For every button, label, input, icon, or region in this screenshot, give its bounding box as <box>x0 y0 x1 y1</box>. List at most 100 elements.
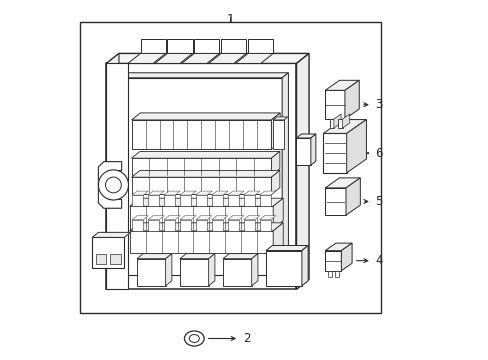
Polygon shape <box>273 117 287 120</box>
Polygon shape <box>211 191 227 195</box>
Polygon shape <box>328 271 331 277</box>
Polygon shape <box>132 220 143 231</box>
Polygon shape <box>106 53 119 289</box>
Circle shape <box>105 177 121 193</box>
Polygon shape <box>148 191 164 195</box>
Polygon shape <box>323 120 366 134</box>
Polygon shape <box>196 195 206 206</box>
Polygon shape <box>243 191 259 195</box>
Polygon shape <box>301 246 307 286</box>
Polygon shape <box>137 254 171 259</box>
Polygon shape <box>106 63 296 289</box>
Text: 6: 6 <box>375 147 382 159</box>
Circle shape <box>98 170 128 200</box>
Polygon shape <box>333 114 340 128</box>
Polygon shape <box>163 195 175 206</box>
Text: 3: 3 <box>375 98 382 111</box>
Text: 1: 1 <box>226 13 234 26</box>
Polygon shape <box>265 246 307 251</box>
Polygon shape <box>221 39 246 53</box>
Polygon shape <box>211 216 227 220</box>
Polygon shape <box>235 53 273 63</box>
Polygon shape <box>243 195 254 206</box>
Text: 2: 2 <box>242 332 250 345</box>
Polygon shape <box>132 195 143 206</box>
Polygon shape <box>227 220 239 231</box>
Polygon shape <box>163 216 180 220</box>
Polygon shape <box>271 152 279 175</box>
Polygon shape <box>106 53 308 63</box>
Polygon shape <box>121 73 288 78</box>
Polygon shape <box>128 53 165 63</box>
Polygon shape <box>121 78 282 275</box>
Polygon shape <box>227 195 239 206</box>
Polygon shape <box>148 220 159 231</box>
Polygon shape <box>196 216 212 220</box>
Text: 4: 4 <box>375 254 382 267</box>
Polygon shape <box>223 254 258 259</box>
Polygon shape <box>129 206 273 229</box>
Polygon shape <box>282 73 288 275</box>
Polygon shape <box>259 220 270 231</box>
Polygon shape <box>131 152 279 158</box>
Polygon shape <box>131 113 280 120</box>
Polygon shape <box>140 39 165 53</box>
Polygon shape <box>325 251 341 271</box>
Polygon shape <box>131 177 271 194</box>
Polygon shape <box>163 191 180 195</box>
Polygon shape <box>273 223 283 253</box>
Polygon shape <box>344 80 359 119</box>
Polygon shape <box>137 259 165 286</box>
Polygon shape <box>129 223 283 231</box>
Polygon shape <box>110 253 121 264</box>
Polygon shape <box>163 220 175 231</box>
Polygon shape <box>196 220 206 231</box>
Polygon shape <box>329 119 333 128</box>
Polygon shape <box>180 259 208 286</box>
Polygon shape <box>132 216 148 220</box>
Polygon shape <box>106 63 128 289</box>
Polygon shape <box>227 191 244 195</box>
Polygon shape <box>296 53 308 289</box>
Polygon shape <box>131 170 279 177</box>
Polygon shape <box>98 162 122 208</box>
Polygon shape <box>148 195 159 206</box>
Polygon shape <box>194 39 219 53</box>
Polygon shape <box>92 232 130 237</box>
Polygon shape <box>243 220 254 231</box>
Polygon shape <box>129 231 273 253</box>
Polygon shape <box>208 254 214 286</box>
Polygon shape <box>129 198 283 206</box>
Polygon shape <box>223 259 251 286</box>
Polygon shape <box>325 188 346 215</box>
Polygon shape <box>247 39 273 53</box>
Polygon shape <box>211 220 223 231</box>
Polygon shape <box>167 39 192 53</box>
Polygon shape <box>346 178 360 215</box>
Polygon shape <box>180 191 196 195</box>
Polygon shape <box>92 237 124 268</box>
Polygon shape <box>227 216 244 220</box>
Polygon shape <box>96 253 106 264</box>
Polygon shape <box>131 158 271 175</box>
Polygon shape <box>265 251 301 286</box>
Polygon shape <box>271 113 280 149</box>
Polygon shape <box>342 114 349 128</box>
Polygon shape <box>296 134 315 138</box>
Polygon shape <box>273 120 284 149</box>
Polygon shape <box>259 216 275 220</box>
Ellipse shape <box>189 334 199 342</box>
Ellipse shape <box>184 331 203 346</box>
Polygon shape <box>180 195 191 206</box>
Polygon shape <box>338 119 342 128</box>
Polygon shape <box>259 191 275 195</box>
Polygon shape <box>271 170 279 194</box>
Polygon shape <box>325 80 359 90</box>
Bar <box>80 22 380 313</box>
Polygon shape <box>155 53 192 63</box>
Polygon shape <box>273 198 283 229</box>
Polygon shape <box>180 216 196 220</box>
Polygon shape <box>165 254 171 286</box>
Polygon shape <box>325 178 360 188</box>
Polygon shape <box>243 216 259 220</box>
